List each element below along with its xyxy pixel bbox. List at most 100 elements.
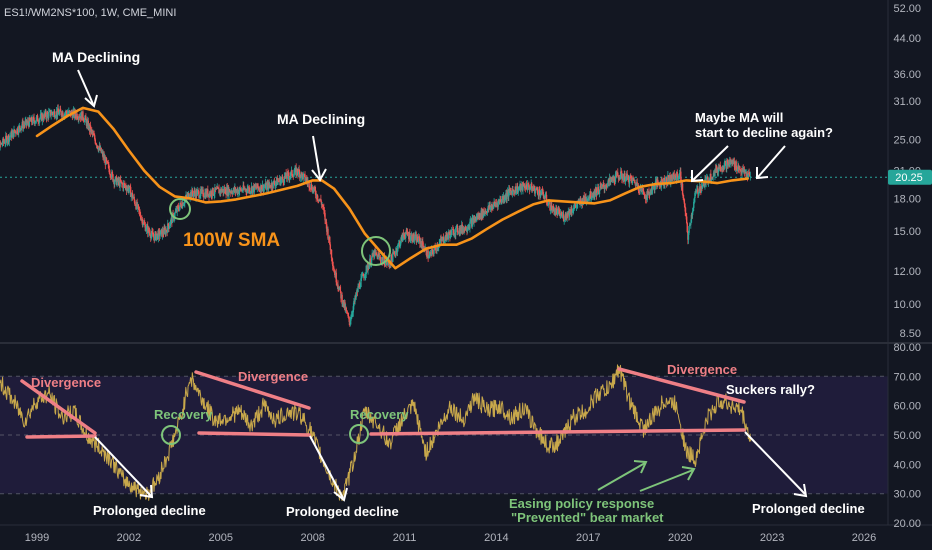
candle-body — [339, 286, 342, 292]
candle-body — [165, 229, 168, 231]
arrow-easing-2 — [639, 469, 694, 492]
price-candles — [0, 104, 752, 327]
candle-body — [648, 191, 650, 194]
candle-body — [386, 262, 389, 264]
candle-body — [320, 201, 323, 205]
candle-body — [273, 181, 276, 184]
candle-body — [100, 147, 102, 153]
candle-body — [388, 262, 390, 266]
candle-body — [182, 204, 185, 206]
candle-body — [39, 117, 41, 120]
candle-body — [213, 193, 215, 196]
candle-body — [194, 191, 196, 194]
candle-body — [617, 172, 619, 176]
candle-body — [425, 247, 428, 256]
candle-body — [589, 191, 592, 199]
time-axis-tick: 2014 — [484, 532, 508, 544]
candle-body — [427, 250, 429, 258]
candle-body — [557, 209, 559, 216]
candle-body — [569, 209, 571, 213]
candle-body — [331, 257, 333, 262]
candle-body — [96, 145, 99, 149]
candle-body — [542, 194, 545, 199]
candle-body — [688, 224, 691, 227]
candle-body — [422, 240, 424, 246]
candle-body — [413, 233, 415, 240]
candle-body — [293, 172, 296, 174]
candle-body — [392, 252, 394, 262]
candle-body — [674, 175, 676, 180]
candle-body — [716, 166, 718, 173]
candle-body — [255, 186, 257, 189]
candle-body — [264, 186, 266, 188]
candle-body — [63, 113, 66, 117]
candle-body — [573, 206, 575, 208]
time-axis: 1999 2002 2005 2008 2011 2014 2017 2020 2023 2026 — [25, 532, 876, 544]
candle-body — [107, 163, 109, 165]
candle-body — [640, 186, 643, 192]
candle-body — [52, 112, 55, 115]
candle-body — [675, 172, 678, 181]
candle-body — [551, 205, 553, 211]
candle-body — [692, 207, 694, 212]
candle-body — [377, 254, 380, 255]
candle-body — [18, 126, 20, 134]
candle-body — [674, 175, 677, 178]
candle-body — [678, 172, 681, 177]
recovery-circle-price-2 — [361, 236, 391, 266]
candle-body — [325, 219, 327, 225]
candle-body — [302, 174, 304, 180]
candle-body — [298, 169, 300, 172]
candle-body — [62, 112, 64, 117]
candle-body — [82, 111, 84, 119]
candle-body — [406, 230, 408, 232]
candle-body — [15, 131, 17, 134]
candle-body — [251, 187, 254, 193]
candle-body — [248, 188, 251, 193]
candle-body — [741, 170, 743, 174]
candle-body — [544, 197, 546, 199]
candle-body — [24, 121, 26, 126]
candle-body — [347, 316, 350, 318]
candle-body — [48, 110, 51, 112]
candle-body — [664, 179, 667, 184]
time-axis-tick: 2020 — [668, 532, 692, 544]
candle-body — [432, 249, 434, 253]
support-line-1 — [25, 434, 97, 439]
candle-body — [493, 202, 495, 206]
candle-body — [717, 167, 720, 173]
candle-body — [402, 233, 404, 242]
candle-body — [677, 177, 680, 179]
candle-body — [128, 186, 131, 189]
candle-body — [482, 210, 485, 217]
candle-body — [671, 175, 673, 179]
candle-body — [345, 307, 347, 311]
candle-body — [38, 119, 41, 123]
price-axis-tick: 31.00 — [893, 96, 921, 108]
candle-body — [211, 195, 213, 197]
candle-body — [680, 171, 682, 182]
candle-body — [630, 176, 632, 179]
arrow-ma-declining-2 — [312, 135, 321, 179]
candle-body — [467, 228, 469, 229]
candle-body — [466, 228, 469, 231]
candle-body — [678, 176, 680, 178]
candle-body — [167, 223, 170, 227]
annotation-easing-2: "Prevented" bear market — [511, 510, 664, 525]
candle-body — [515, 186, 517, 193]
candle-body — [697, 193, 700, 194]
candle-body — [441, 238, 443, 241]
candle-body — [439, 241, 441, 243]
candle-body — [606, 186, 608, 188]
candle-body — [455, 227, 457, 235]
price-axis-tick: 15.00 — [893, 226, 921, 238]
candle-body — [681, 183, 684, 195]
candle-body — [743, 168, 746, 174]
candle-body — [46, 112, 48, 119]
candle-body — [663, 177, 666, 185]
candle-body — [154, 234, 156, 241]
candle-body — [697, 188, 699, 194]
candle-body — [132, 197, 134, 199]
candle-body — [108, 169, 111, 174]
candle-body — [300, 172, 303, 178]
